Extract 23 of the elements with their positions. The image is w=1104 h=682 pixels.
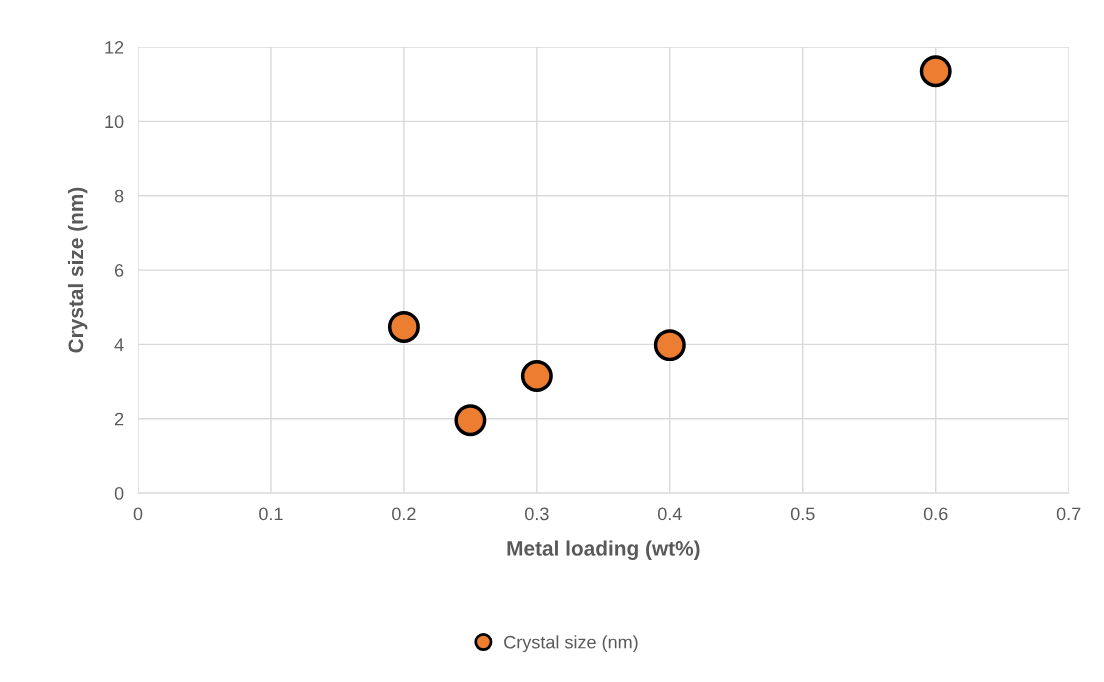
x-tick-label: 0.4 [657, 507, 682, 521]
y-tick-label: 10 [105, 115, 124, 129]
y-tick-label: 6 [114, 264, 124, 277]
point [919, 55, 952, 88]
point [520, 360, 553, 392]
y-tick-label: 2 [114, 412, 124, 426]
x-tick-label: 0 [133, 507, 143, 521]
x-tick-label: 0.1 [259, 507, 283, 521]
x-axis-title: Metal loading (wt%) [507, 540, 700, 560]
x-tick-label: 0.6 [923, 507, 948, 521]
point [387, 310, 420, 343]
y-tick-label: 4 [114, 338, 124, 351]
x-tick-label: 0.7 [1056, 507, 1081, 521]
y-tick-label: 12 [105, 40, 124, 54]
x-tick-label: 0.3 [525, 507, 549, 521]
y-axis-title: Crystal size (nm) [67, 187, 88, 353]
x-tick-label: 0.2 [392, 507, 416, 521]
point [454, 404, 487, 437]
y-tick-label: 8 [114, 189, 124, 203]
x-tick-label: 0.5 [790, 507, 815, 521]
legend-label: Crystal size (nm) [504, 635, 638, 653]
y-tick-label: 0 [114, 487, 124, 500]
point [653, 329, 686, 362]
